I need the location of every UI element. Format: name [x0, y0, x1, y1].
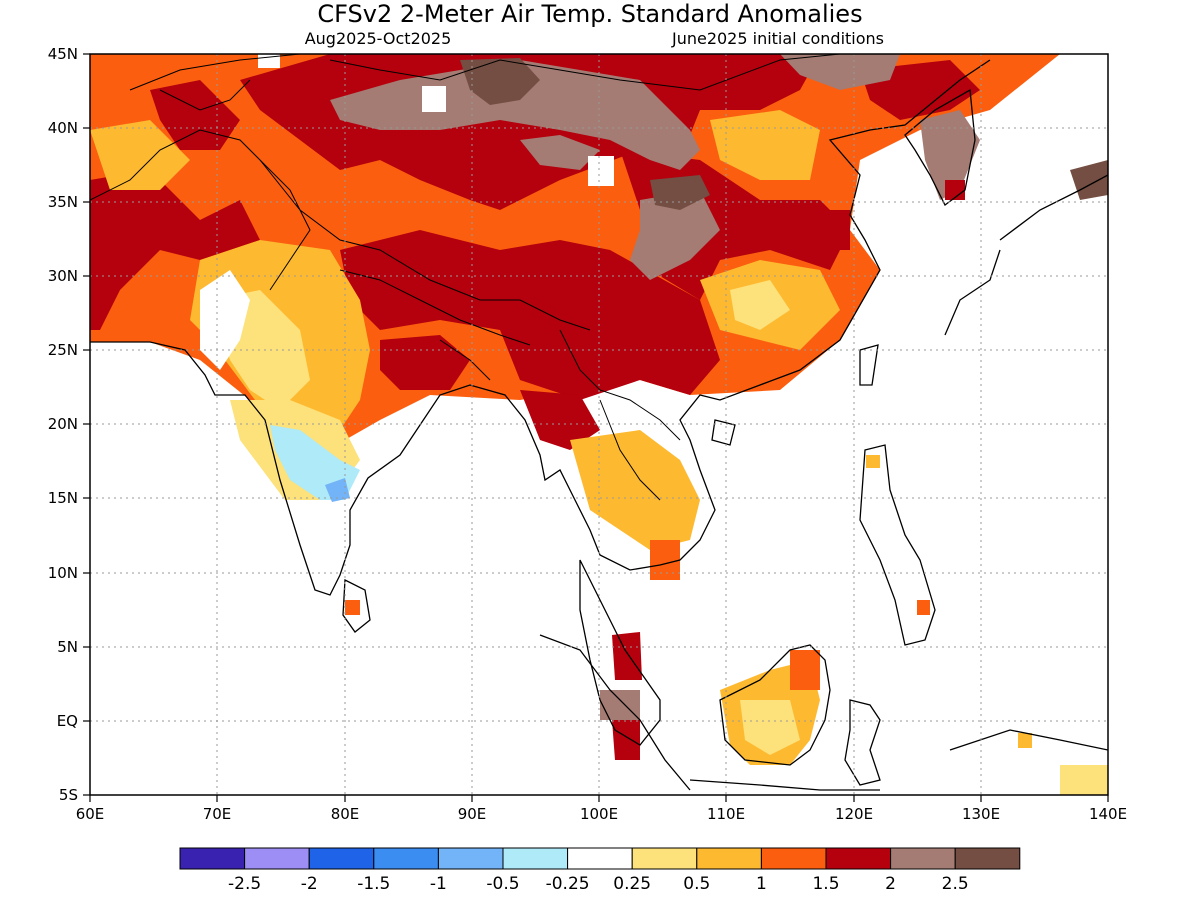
colorbar-swatch [696, 847, 762, 870]
lon-tick-label: 70E [203, 805, 232, 823]
colorbar-label: -2.5 [228, 874, 261, 894]
lon-tick-label: 110E [707, 805, 745, 823]
lon-tick-label: 130E [962, 805, 1000, 823]
lon-tick-label: 60E [76, 805, 105, 823]
colorbar-swatch [954, 847, 1021, 870]
map-title: CFSv2 2-Meter Air Temp. Standard Anomali… [317, 0, 862, 28]
colorbar-label: -0.5 [486, 874, 519, 894]
lat-tick-label: 5S [59, 786, 78, 804]
lon-tick-label: 100E [580, 805, 618, 823]
colorbar-label: -1 [430, 874, 447, 894]
lat-tick-label: 45N [48, 45, 78, 63]
colorbar-swatch [244, 847, 310, 870]
colorbar-swatch [308, 847, 375, 870]
lat-tick-label: 35N [48, 193, 78, 211]
colorbar-label: 1 [756, 874, 767, 894]
colorbar-label: 0.25 [613, 874, 651, 894]
lon-tick-label: 90E [458, 805, 487, 823]
colorbar-label: 0.5 [683, 874, 710, 894]
lat-tick-label: 30N [48, 267, 78, 285]
colorbar-swatch [760, 847, 827, 870]
colorbar: -2.5 -2 -1.5 -1 -0.5 -0.25 0.25 0.5 1 1.5 2 2.5 [179, 847, 1021, 894]
tick-marks [83, 53, 1109, 802]
colorbar-swatch [567, 847, 633, 870]
lon-tick-label: 140E [1089, 805, 1127, 823]
lat-tick-label: 15N [48, 489, 78, 507]
country-borders [90, 54, 841, 501]
colorbar-swatch [502, 847, 569, 870]
colorbar-swatch [825, 847, 892, 870]
lat-tick-label: 20N [48, 415, 78, 433]
colorbar-label: 2.5 [942, 874, 969, 894]
colorbar-label: -2 [301, 874, 318, 894]
colorbar-swatch [373, 847, 439, 870]
map-initial-conditions-subtitle: June2025 initial conditions [671, 29, 884, 48]
map-period-subtitle: Aug2025-Oct2025 [305, 29, 452, 48]
latitude-labels: 45N 40N 35N 30N 25N 20N 15N 10N 5N EQ 5S [48, 45, 78, 804]
colorbar-label: 1.5 [812, 874, 839, 894]
graticule [90, 54, 1108, 795]
lat-tick-label: 25N [48, 341, 78, 359]
colorbar-swatch [179, 847, 246, 870]
colorbar-swatch [890, 847, 956, 870]
lat-tick-label: EQ [57, 712, 78, 730]
anomaly-field [90, 54, 1108, 795]
lat-tick-label: 40N [48, 119, 78, 137]
longitude-labels: 60E 70E 80E 90E 100E 110E 120E 130E 140E [76, 805, 1127, 823]
lon-tick-label: 120E [835, 805, 873, 823]
lat-tick-label: 10N [48, 564, 78, 582]
colorbar-swatch [437, 847, 504, 870]
colorbar-label: -1.5 [357, 874, 390, 894]
colorbar-swatch [631, 847, 698, 870]
colorbar-label: -0.25 [546, 874, 590, 894]
colorbar-label: 2 [885, 874, 896, 894]
lon-tick-label: 80E [331, 805, 360, 823]
lat-tick-label: 5N [57, 638, 78, 656]
